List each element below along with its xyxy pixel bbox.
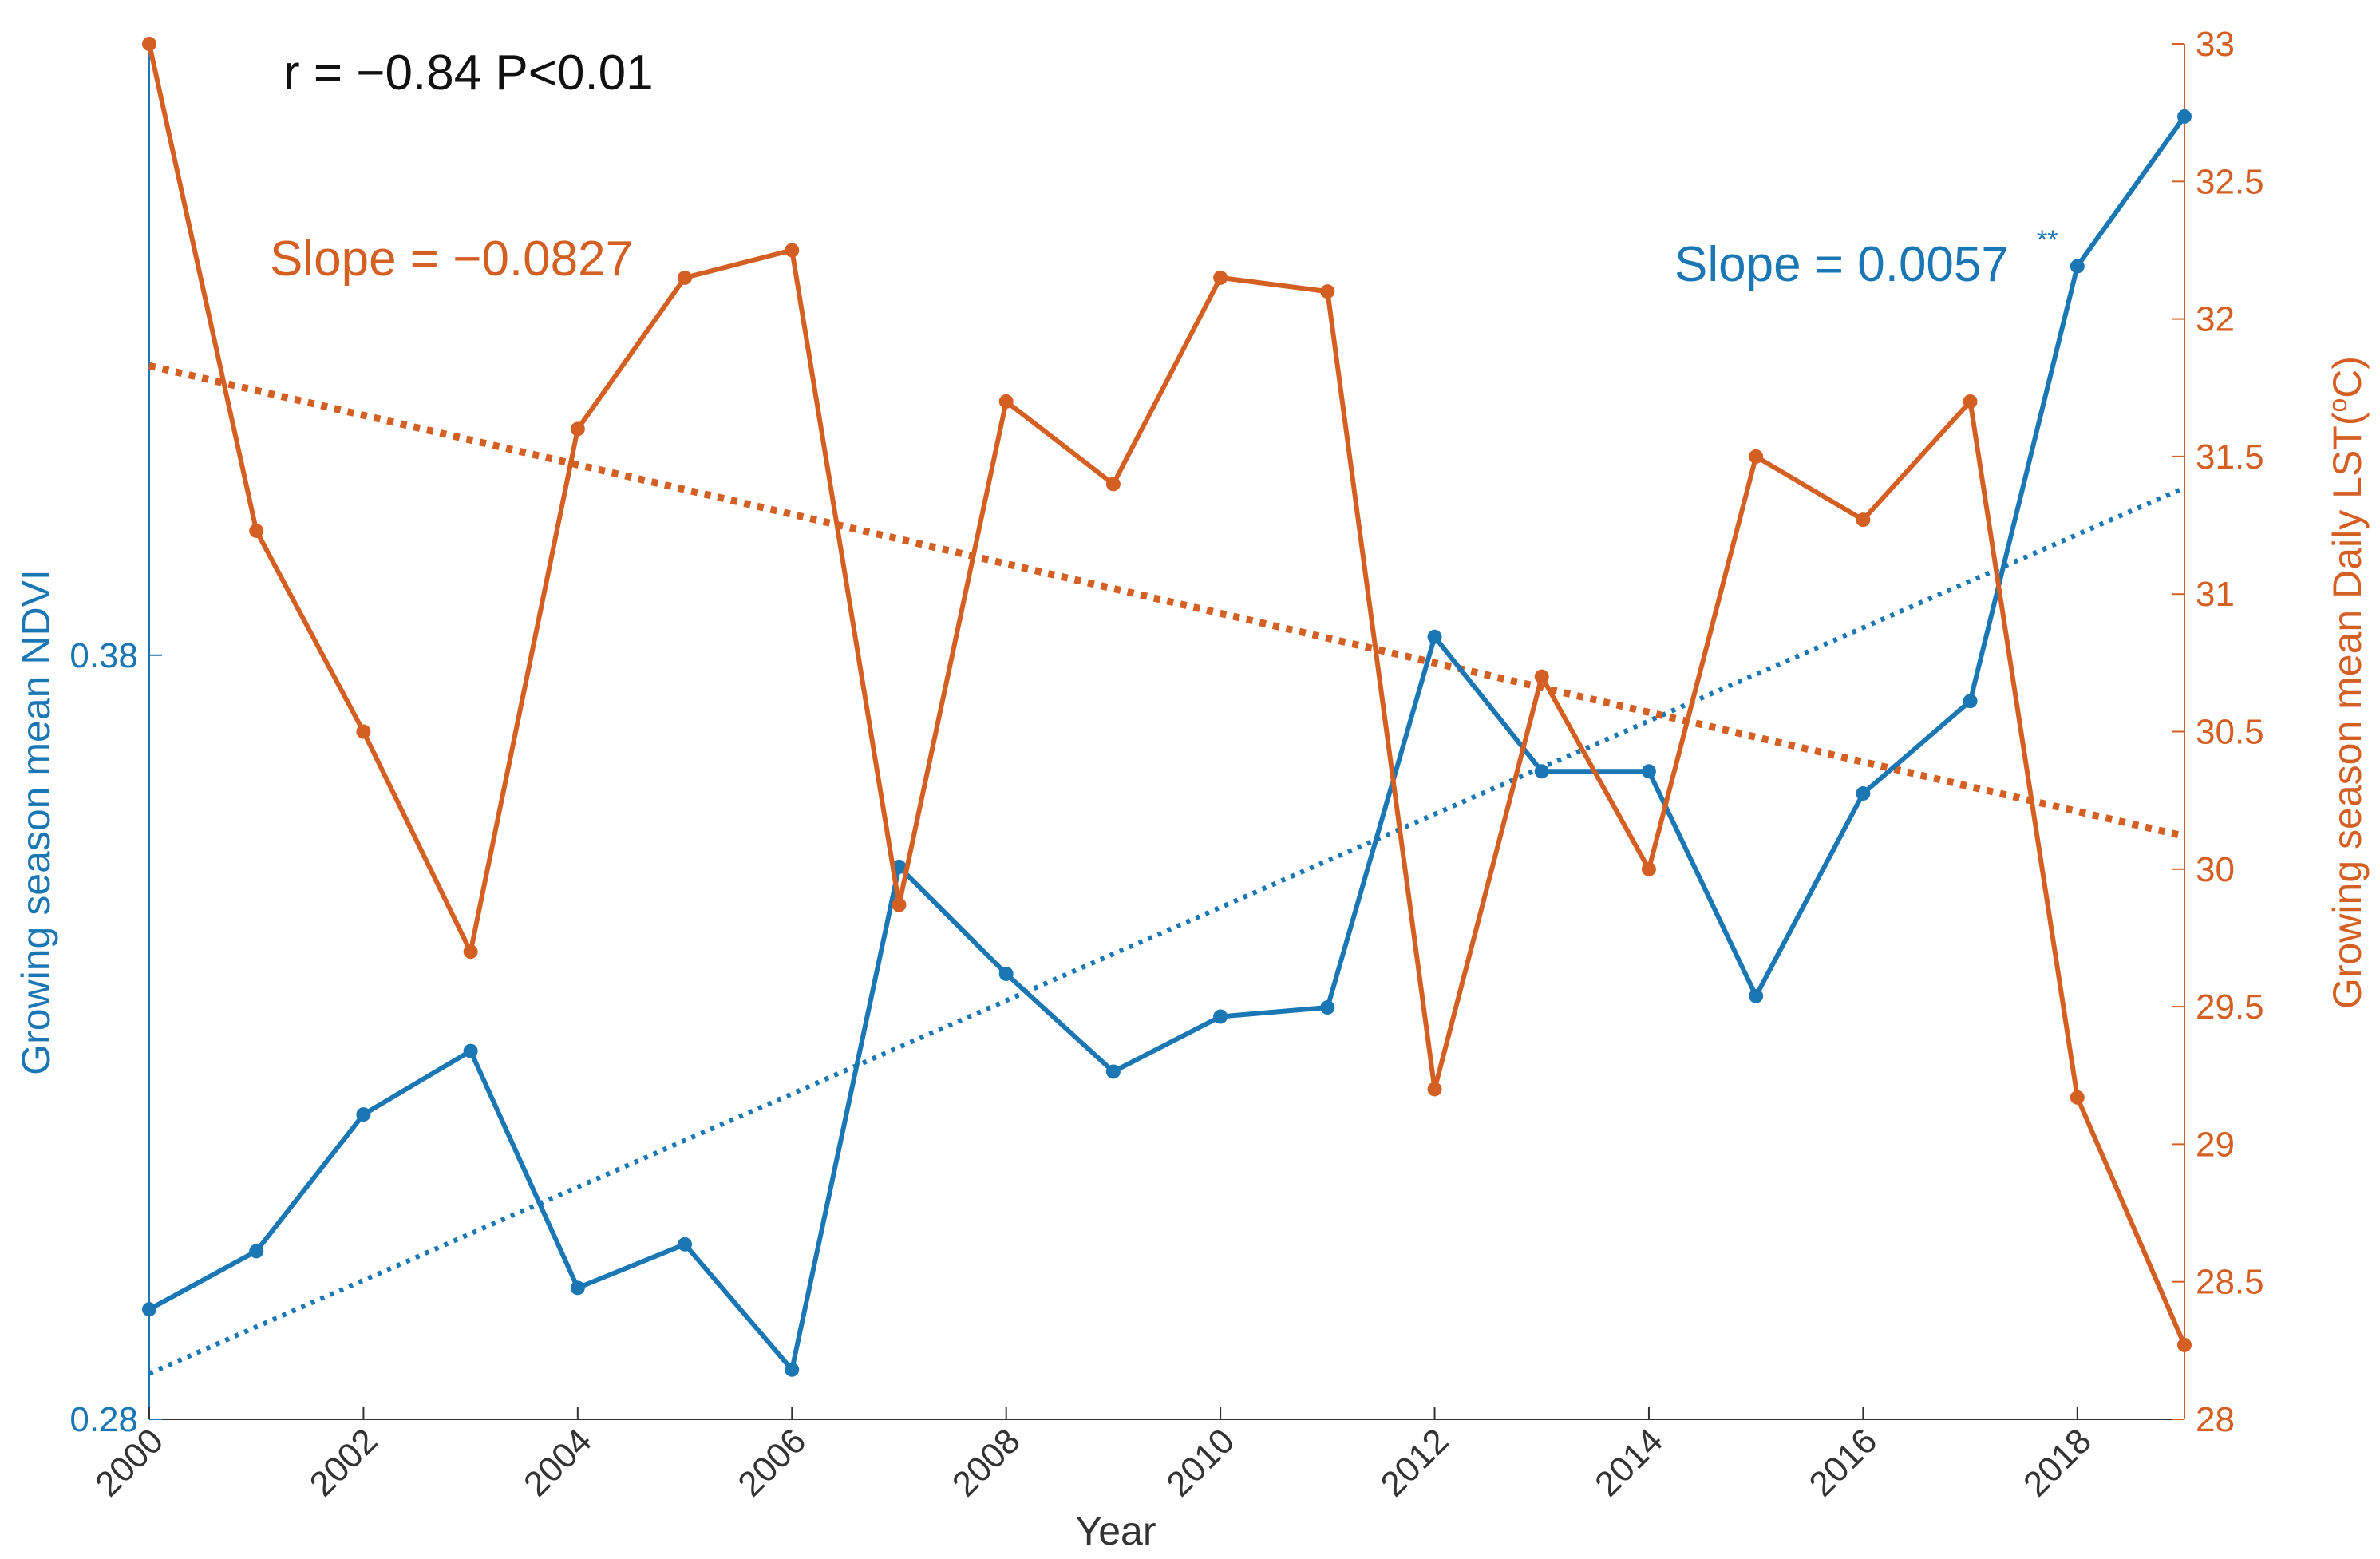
x-tick-label: 2002: [302, 1421, 385, 1504]
lst-data-point: [1213, 270, 1228, 285]
lst-data-point: [892, 897, 907, 912]
x-tick-label: 2006: [730, 1421, 813, 1504]
x-tick-label: 2012: [1374, 1421, 1457, 1504]
ndvi-data-point: [785, 1362, 800, 1377]
lst-data-point: [249, 523, 264, 538]
ndvi-slope-annotation: Slope = 0.0057: [1674, 237, 2009, 292]
x-tick-label: 2014: [1587, 1421, 1670, 1504]
lst-slope-annotation: Slope = −0.0827: [270, 231, 633, 287]
lst-data-point: [2177, 1337, 2192, 1352]
left-y-tick-label: 0.38: [69, 636, 138, 675]
ndvi-series-line: [148, 115, 2187, 1372]
ndvi-data-point: [1641, 764, 1656, 779]
ndvi-data-point: [1320, 1000, 1335, 1015]
lst-data-point: [998, 394, 1014, 409]
right-y-tick-label: 32.5: [2196, 162, 2264, 201]
lst-data-point: [2070, 1090, 2085, 1105]
left-y-tick-label: 0.28: [69, 1400, 138, 1439]
right-y-tick-label: 32: [2196, 300, 2235, 339]
right-y-tick-label: 29.5: [2196, 987, 2264, 1027]
right-y-tick-label: 31.5: [2196, 437, 2264, 477]
lst-data-point: [1749, 449, 1764, 464]
lst-data-point: [1641, 861, 1656, 876]
lst-data-point: [1320, 284, 1335, 299]
ndvi-data-point: [2177, 109, 2192, 124]
lst-data-point: [1105, 477, 1121, 492]
ndvi-slope-significance: **: [2037, 225, 2058, 255]
ndvi-data-point: [1534, 764, 1549, 779]
ndvi-data-point: [356, 1107, 371, 1122]
right-y-tick-label: 28: [2196, 1400, 2235, 1439]
trend-lines-layer: [148, 362, 2186, 1376]
ndvi-data-point: [998, 966, 1014, 981]
right-y-tick-label: 30: [2196, 850, 2235, 889]
axes-layer: [148, 43, 2185, 1420]
ndvi-data-point: [1427, 629, 1442, 644]
x-tick-label: 2008: [945, 1421, 1028, 1504]
ndvi-trend-line: [148, 485, 2186, 1376]
lst-series-line: [147, 43, 2187, 1347]
lst-data-point: [1427, 1082, 1442, 1097]
right-y-tick-label: 30.5: [2196, 713, 2264, 752]
x-tick-label: 2018: [2016, 1421, 2099, 1504]
lst-data-point: [142, 37, 156, 51]
lst-data-point: [785, 243, 800, 258]
lst-data-point: [1856, 512, 1871, 528]
lst-data-point: [570, 421, 585, 437]
lst-data-point: [1534, 669, 1549, 684]
ndvi-data-point: [463, 1043, 478, 1058]
left-axis-title: Growing season mean NDVI: [14, 569, 58, 1075]
right-axis-title-end: C): [2325, 356, 2370, 398]
lst-data-point: [678, 270, 693, 285]
right-y-tick-label: 33: [2196, 25, 2235, 64]
tick-labels-layer: 2000 2002 2004 2006 2008 2010 2012 2014 2016 2018…: [69, 25, 2263, 1504]
right-y-tick-label: 28.5: [2196, 1263, 2264, 1302]
lst-trend-line: [148, 362, 2186, 840]
ndvi-data-point: [1213, 1009, 1228, 1024]
ndvi-data-point: [678, 1237, 693, 1252]
lst-data-point: [1963, 394, 1978, 409]
ndvi-data-point: [1105, 1064, 1121, 1079]
ndvi-data-point: [1856, 786, 1871, 801]
lst-data-point: [463, 944, 478, 960]
correlation-annotation: r = −0.84 P<0.01: [283, 46, 654, 101]
series-layer: [142, 37, 2192, 1377]
ndvi-data-point: [249, 1244, 264, 1259]
x-tick-label: 2004: [516, 1421, 599, 1504]
ndvi-data-point: [1749, 988, 1764, 1003]
right-axis-title-sup: o: [2323, 398, 2352, 413]
x-tick-label: 2010: [1159, 1421, 1242, 1504]
right-y-tick-label: 29: [2196, 1125, 2235, 1164]
x-axis-title: Year: [1075, 1509, 1156, 1553]
ndvi-data-point: [570, 1280, 585, 1296]
right-y-tick-label: 31: [2196, 575, 2235, 614]
ndvi-data-point: [1963, 694, 1978, 709]
x-tick-label: 2016: [1802, 1421, 1885, 1504]
lst-data-point: [356, 724, 371, 739]
ndvi-data-point: [2070, 259, 2085, 274]
ndvi-data-point: [142, 1302, 156, 1317]
right-axis-title-main: Growing season mean Daily LST(: [2325, 412, 2370, 1009]
right-axis-title: Growing season mean Daily LST(oC): [2323, 356, 2370, 1009]
